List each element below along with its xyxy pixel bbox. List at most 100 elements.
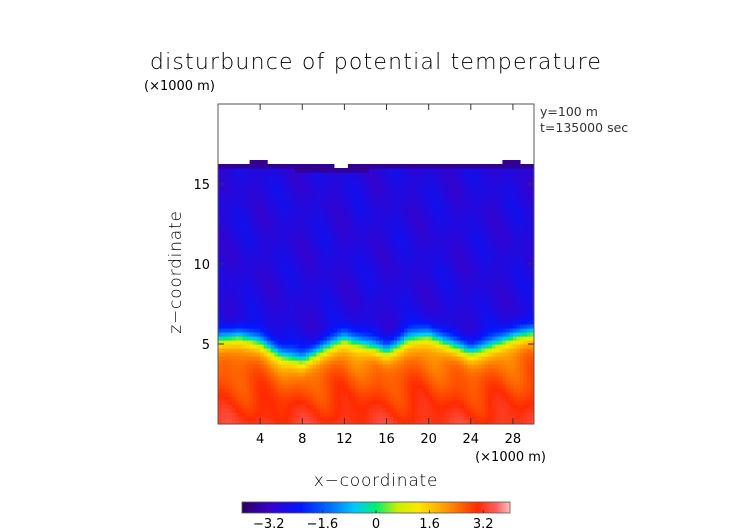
heatmap-cell: [407, 216, 412, 221]
heatmap-cell: [340, 368, 345, 373]
heatmap-cell: [298, 244, 303, 249]
heatmap-cell: [411, 368, 416, 373]
heatmap-cell: [246, 280, 251, 285]
heatmap-cell: [432, 268, 437, 273]
heatmap-cell: [474, 360, 479, 365]
heatmap-cell: [256, 220, 261, 225]
heatmap-cell: [316, 352, 321, 357]
heatmap-cell: [239, 356, 244, 361]
heatmap-cell: [291, 412, 296, 417]
heatmap-cell: [347, 416, 353, 421]
heatmap-cell: [351, 232, 356, 237]
heatmap-cell: [361, 396, 367, 401]
heatmap-cell: [460, 416, 465, 421]
heatmap-cell: [344, 268, 349, 273]
heatmap-cell: [453, 304, 458, 309]
heatmap-cell: [477, 296, 482, 301]
heatmap-cell: [354, 260, 360, 265]
heatmap-cell: [354, 344, 360, 349]
heatmap-cell: [253, 180, 258, 185]
heatmap-cell: [270, 376, 275, 381]
heatmap-cell: [383, 244, 388, 249]
heatmap-cell: [428, 372, 433, 377]
heatmap-cell: [295, 168, 300, 173]
heatmap-cell: [442, 336, 447, 341]
heatmap-cell: [361, 384, 367, 389]
heatmap-cell: [407, 412, 412, 417]
heatmap-cell: [365, 340, 370, 345]
heatmap-cell: [379, 332, 384, 337]
heatmap-cell: [425, 376, 430, 381]
heatmap-cell: [302, 240, 307, 245]
heatmap-cell: [267, 280, 272, 285]
heatmap-cell: [477, 304, 482, 309]
heatmap-cell: [425, 228, 430, 233]
heatmap-cell: [263, 320, 268, 325]
heatmap-cell: [456, 392, 461, 397]
heatmap-cell: [246, 228, 251, 233]
heatmap-cell: [435, 304, 440, 309]
heatmap-cell: [253, 256, 258, 261]
heatmap-cell: [337, 360, 342, 365]
heatmap-cell: [281, 256, 286, 261]
heatmap-cell: [379, 224, 384, 229]
heatmap-cell: [270, 356, 275, 361]
heatmap-cell: [404, 360, 409, 365]
heatmap-cell: [316, 240, 321, 245]
heatmap-cell: [284, 320, 289, 325]
heatmap-cell: [323, 292, 328, 297]
heatmap-cell: [302, 344, 307, 349]
heatmap-cell: [439, 308, 444, 313]
heatmap-cell: [281, 396, 286, 401]
heatmap-cell: [428, 264, 433, 269]
heatmap-cell: [312, 236, 317, 241]
heatmap-cell: [379, 252, 384, 257]
heatmap-cell: [249, 316, 254, 321]
heatmap-cell: [456, 296, 461, 301]
heatmap-cell: [319, 348, 324, 353]
heatmap-cell: [390, 164, 395, 169]
heatmap-cell: [305, 364, 310, 369]
heatmap-cell: [376, 316, 381, 321]
heatmap-cell: [411, 228, 416, 233]
heatmap-cell: [323, 352, 328, 357]
heatmap-cell: [379, 180, 384, 185]
heatmap-cell: [333, 240, 338, 245]
heatmap-cell: [309, 176, 314, 181]
heatmap-cell: [312, 324, 317, 329]
heatmap-cell: [291, 284, 296, 289]
heatmap-cell: [453, 404, 458, 409]
heatmap-cell: [340, 408, 345, 413]
heatmap-cell: [309, 380, 314, 385]
heatmap-cell: [284, 340, 289, 345]
heatmap-cell: [309, 164, 314, 169]
heatmap-cell: [298, 380, 303, 385]
heatmap-cell: [221, 312, 226, 317]
heatmap-cell: [470, 328, 475, 333]
heatmap-cell: [218, 188, 223, 193]
heatmap-cell: [456, 412, 461, 417]
heatmap-cell: [435, 248, 440, 253]
heatmap-cell: [225, 356, 230, 361]
heatmap-cell: [390, 368, 395, 373]
heatmap-cell: [319, 288, 324, 293]
heatmap-cell: [404, 204, 409, 209]
heatmap-cell: [228, 396, 233, 401]
heatmap-cell: [407, 212, 412, 217]
heatmap-cell: [312, 304, 317, 309]
heatmap-cell: [347, 408, 353, 413]
heatmap-cell: [270, 260, 275, 265]
heatmap-cell: [418, 364, 423, 369]
heatmap-cell: [470, 264, 475, 269]
heatmap-cell: [270, 200, 275, 205]
heatmap-cell: [407, 228, 412, 233]
heatmap-cell: [467, 400, 472, 405]
heatmap-cell: [333, 180, 338, 185]
heatmap-cell: [232, 276, 237, 281]
heatmap-cell: [442, 388, 447, 393]
heatmap-cell: [270, 392, 275, 397]
heatmap-cell: [376, 200, 381, 205]
heatmap-cell: [484, 212, 489, 217]
heatmap-cell: [372, 264, 377, 269]
heatmap-cell: [474, 312, 479, 317]
